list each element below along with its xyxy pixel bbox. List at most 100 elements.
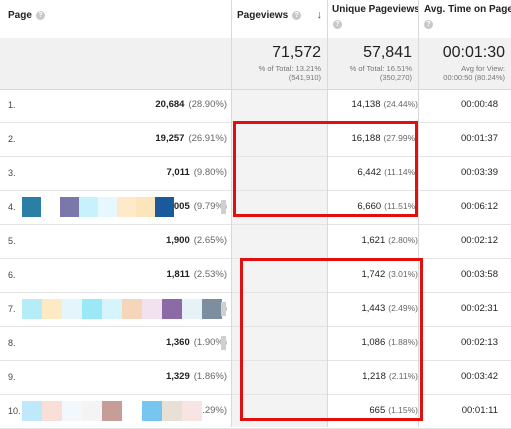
redacted-page-name-block (82, 401, 102, 421)
redacted-page-name-block (60, 197, 79, 217)
unique-pageviews-cell: 6,660 (11.51%) (357, 201, 418, 212)
summary-avg-time: 00:01:30 Avg for View: 00:00:50 (80.24%) (418, 38, 511, 90)
table-row[interactable]: 8. 1,360 (1.90%) 1,086 (1.88%) 00:02:13 (0, 327, 511, 361)
summary-page-cell (0, 38, 231, 90)
row-index: 1. (8, 100, 16, 110)
redacted-page-name-block (62, 401, 82, 421)
redacted-page-name-block (22, 401, 42, 421)
table-row[interactable]: 2. 19,257 (26.91%) 16,188 (27.99%) 00:01:37 (0, 123, 511, 157)
unique-pageviews-cell: 16,188 (27.99%) (351, 133, 418, 144)
summary-unique-value: 57,841 (363, 44, 412, 61)
col-header-unique-pageviews[interactable]: Unique Pageviews ? (327, 0, 420, 39)
redacted-page-name-block (117, 197, 136, 217)
table-row[interactable]: 5. 1,900 (2.65%) 1,621 (2.80%) 00:02:12 (0, 225, 511, 259)
redacted-page-name-block (122, 401, 142, 421)
pageviews-cell: 1,900 (2.65%) (165, 235, 227, 246)
redacted-page-name-block (41, 197, 60, 217)
summary-pageviews-value: 71,572 (272, 44, 321, 61)
col-header-avg-time-label: Avg. Time on Page (424, 4, 511, 15)
row-index: 7. (8, 304, 16, 314)
row-index: 2. (8, 134, 16, 144)
pageviews-cell: 1,811 (2.53%) (166, 269, 227, 280)
avg-time-cell: 00:01:37 (461, 133, 498, 144)
table-row[interactable]: 9. 1,329 (1.86%) 1,218 (2.11%) 00:03:42 (0, 361, 511, 395)
row-index: 9. (8, 372, 16, 382)
pageviews-cell: 1,329 (1.86%) (165, 371, 227, 382)
redacted-page-name-block (82, 299, 102, 319)
unique-pageviews-cell: 14,138 (24.44%) (351, 99, 418, 110)
column-divider (418, 0, 419, 427)
pageviews-cell: 7,005 (9.79%) (165, 201, 227, 212)
row-index: 6. (8, 270, 16, 280)
avg-time-cell: 00:02:12 (461, 235, 498, 246)
unique-pageviews-cell: 665 (1.15%) (369, 405, 418, 416)
row-index: 8. (8, 338, 16, 348)
redacted-page-name-block (22, 299, 42, 319)
unique-pageviews-cell: 6,442 (11.14%) (357, 167, 418, 178)
redacted-page-name-block (98, 197, 117, 217)
summary-unique-total: % of Total: 16.51% (350,270) (349, 64, 412, 82)
col-header-page[interactable]: Page? (0, 0, 231, 39)
help-icon[interactable]: ? (35, 11, 45, 20)
redacted-page-name-block (42, 299, 62, 319)
row-index: 10. (8, 406, 21, 416)
row-index: 5. (8, 236, 16, 246)
summary-avg-time-view: Avg for View: 00:00:50 (80.24%) (443, 64, 505, 82)
redacted-page-name-block (182, 299, 202, 319)
redacted-page-name-block (122, 299, 142, 319)
redacted-page-name-block (202, 299, 222, 319)
unique-pageviews-cell: 1,218 (2.11%) (362, 371, 418, 382)
unique-pageviews-cell: 1,621 (2.80%) (361, 235, 418, 246)
table-row[interactable]: 1. 20,684 (28.90%) 14,138 (24.44%) 00:00:48 (0, 89, 511, 123)
pageviews-cell: 1,360 (1.90%) (165, 337, 227, 348)
row-marker (221, 200, 226, 214)
redacted-page-name-block (142, 299, 162, 319)
avg-time-cell: 00:02:13 (461, 337, 498, 348)
avg-time-cell: 00:01:11 (461, 405, 498, 416)
unique-pageviews-cell: 1,742 (3.01%) (361, 269, 418, 280)
col-header-unique-label: Unique Pageviews (332, 4, 420, 15)
avg-time-cell: 00:03:39 (461, 167, 498, 178)
redacted-page-name-block (162, 299, 182, 319)
redacted-page-name-block (42, 401, 62, 421)
redacted-page-name-block (102, 401, 122, 421)
row-marker (221, 336, 226, 350)
summary-pageviews-total: % of Total: 13.21% (541,910) (258, 64, 321, 82)
unique-pageviews-cell: 1,443 (2.49%) (361, 303, 418, 314)
col-header-page-label: Page? (8, 10, 45, 21)
redacted-page-name-block (182, 401, 202, 421)
avg-time-cell: 00:03:42 (461, 371, 498, 382)
col-header-avg-time[interactable]: Avg. Time on Page ? (418, 0, 511, 39)
avg-time-cell: 00:06:12 (461, 201, 498, 212)
redacted-page-name-block (136, 197, 155, 217)
table-row[interactable]: 3. 7,011 (9.80%) 6,442 (11.14%) 00:03:39 (0, 157, 511, 191)
col-header-pageviews-label: Pageviews? (237, 10, 302, 21)
redacted-page-name-block (79, 197, 98, 217)
redacted-page-name-block (155, 197, 174, 217)
avg-time-cell: 00:02:31 (461, 303, 498, 314)
summary-pageviews: 71,572 % of Total: 13.21% (541,910) (231, 38, 327, 90)
row-marker (221, 302, 226, 316)
sort-descending-icon[interactable]: ↓ (316, 9, 323, 21)
summary-avg-time-value: 00:01:30 (442, 44, 505, 61)
help-icon[interactable]: ? (333, 20, 342, 29)
redacted-page-name-block (102, 299, 122, 319)
unique-pageviews-cell: 1,086 (1.88%) (361, 337, 418, 348)
help-icon[interactable]: ? (424, 20, 433, 29)
redacted-page-name-block (162, 401, 182, 421)
redacted-page-name-block (142, 401, 162, 421)
row-index: 4. (8, 202, 16, 212)
col-header-pageviews[interactable]: Pageviews? ↓ (231, 0, 327, 39)
summary-unique-pageviews: 57,841 % of Total: 16.51% (350,270) (327, 38, 418, 90)
highlight-box (233, 121, 418, 217)
row-index: 3. (8, 168, 16, 178)
table-row[interactable]: 6. 1,811 (2.53%) 1,742 (3.01%) 00:03:58 (0, 259, 511, 293)
avg-time-cell: 00:00:48 (461, 99, 498, 110)
pageviews-cell: 20,684 (28.90%) (155, 99, 227, 110)
table-row[interactable]: 4. 7,005 (9.79%) 6,660 (11.51%) 00:06:12 (0, 191, 511, 225)
pageviews-cell: 7,011 (9.80%) (166, 167, 227, 178)
pageviews-cell: 19,257 (26.91%) (155, 133, 227, 144)
help-icon[interactable]: ? (292, 11, 302, 20)
redacted-page-name-block (62, 299, 82, 319)
